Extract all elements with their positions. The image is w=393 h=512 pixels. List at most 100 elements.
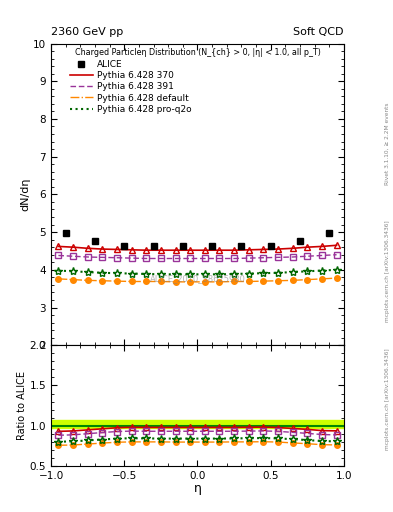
ALICE bbox=[93, 238, 97, 244]
Pythia 6.428 pro-q2o bbox=[158, 271, 163, 278]
Pythia 6.428 370 bbox=[85, 245, 90, 251]
Pythia 6.428 370 bbox=[290, 245, 295, 251]
Line: ALICE: ALICE bbox=[62, 230, 333, 250]
Pythia 6.428 default bbox=[202, 279, 207, 285]
Pythia 6.428 370 bbox=[56, 243, 61, 249]
Pythia 6.428 370 bbox=[71, 244, 75, 250]
Bar bbox=[51, 420, 344, 428]
Pythia 6.428 370 bbox=[173, 247, 178, 253]
Pythia 6.428 default bbox=[188, 279, 193, 285]
Pythia 6.428 pro-q2o bbox=[334, 267, 339, 273]
Line: Pythia 6.428 pro-q2o: Pythia 6.428 pro-q2o bbox=[59, 270, 336, 274]
Pythia 6.428 pro-q2o bbox=[202, 271, 207, 278]
Pythia 6.428 default bbox=[85, 278, 90, 284]
Pythia 6.428 370 bbox=[320, 243, 324, 249]
X-axis label: η: η bbox=[193, 482, 202, 495]
Pythia 6.428 370 bbox=[144, 247, 149, 253]
Pythia 6.428 391 bbox=[320, 252, 324, 259]
Pythia 6.428 391 bbox=[85, 254, 90, 260]
ALICE bbox=[327, 230, 332, 237]
Text: mcplots.cern.ch [arXiv:1306.3436]: mcplots.cern.ch [arXiv:1306.3436] bbox=[385, 349, 389, 450]
ALICE bbox=[122, 243, 127, 249]
ALICE bbox=[210, 243, 215, 249]
Pythia 6.428 391 bbox=[115, 254, 119, 261]
Pythia 6.428 default bbox=[173, 279, 178, 285]
Y-axis label: Ratio to ALICE: Ratio to ALICE bbox=[17, 371, 27, 440]
Pythia 6.428 pro-q2o bbox=[232, 271, 237, 277]
Pythia 6.428 pro-q2o bbox=[56, 267, 61, 273]
Text: Charged Particleη Distribution (N_{ch} > 0, |η| < 1.0, all p_T): Charged Particleη Distribution (N_{ch} >… bbox=[75, 48, 320, 57]
Pythia 6.428 391 bbox=[305, 253, 310, 259]
Pythia 6.428 391 bbox=[188, 255, 193, 262]
Pythia 6.428 391 bbox=[100, 254, 105, 261]
Pythia 6.428 default bbox=[56, 276, 61, 282]
Pythia 6.428 default bbox=[232, 279, 237, 285]
Line: Pythia 6.428 default: Pythia 6.428 default bbox=[59, 278, 336, 282]
Pythia 6.428 391 bbox=[56, 252, 61, 259]
Legend: ALICE, Pythia 6.428 370, Pythia 6.428 391, Pythia 6.428 default, Pythia 6.428 pr: ALICE, Pythia 6.428 370, Pythia 6.428 39… bbox=[67, 57, 195, 117]
Pythia 6.428 391 bbox=[261, 254, 266, 261]
Pythia 6.428 default bbox=[275, 278, 280, 284]
Pythia 6.428 pro-q2o bbox=[305, 268, 310, 274]
ALICE bbox=[151, 243, 156, 249]
Pythia 6.428 default bbox=[71, 276, 75, 283]
Pythia 6.428 370 bbox=[261, 246, 266, 252]
Pythia 6.428 pro-q2o bbox=[71, 268, 75, 274]
Pythia 6.428 pro-q2o bbox=[115, 270, 119, 276]
Pythia 6.428 370 bbox=[129, 247, 134, 253]
Pythia 6.428 default bbox=[305, 276, 310, 283]
Pythia 6.428 370 bbox=[275, 246, 280, 252]
Pythia 6.428 pro-q2o bbox=[85, 269, 90, 275]
Line: Pythia 6.428 391: Pythia 6.428 391 bbox=[59, 254, 336, 259]
Pythia 6.428 391 bbox=[158, 255, 163, 262]
Pythia 6.428 391 bbox=[129, 255, 134, 261]
Pythia 6.428 default bbox=[320, 276, 324, 282]
Text: 2360 GeV pp: 2360 GeV pp bbox=[51, 27, 123, 37]
Text: Rivet 3.1.10, ≥ 2.2M events: Rivet 3.1.10, ≥ 2.2M events bbox=[385, 102, 389, 185]
Pythia 6.428 391 bbox=[246, 255, 251, 261]
Pythia 6.428 default bbox=[217, 279, 222, 285]
Pythia 6.428 pro-q2o bbox=[100, 270, 105, 276]
Pythia 6.428 370 bbox=[305, 244, 310, 250]
Pythia 6.428 pro-q2o bbox=[144, 271, 149, 277]
Pythia 6.428 370 bbox=[202, 247, 207, 253]
Pythia 6.428 pro-q2o bbox=[290, 269, 295, 275]
Pythia 6.428 370 bbox=[217, 247, 222, 253]
Pythia 6.428 default bbox=[100, 278, 105, 284]
ALICE bbox=[298, 238, 302, 244]
Pythia 6.428 370 bbox=[246, 247, 251, 253]
Pythia 6.428 default bbox=[129, 279, 134, 285]
Text: ALICE_2010_S8625980: ALICE_2010_S8625980 bbox=[150, 274, 245, 283]
Pythia 6.428 391 bbox=[232, 255, 237, 262]
Pythia 6.428 391 bbox=[144, 255, 149, 262]
Pythia 6.428 default bbox=[158, 279, 163, 285]
Pythia 6.428 pro-q2o bbox=[129, 270, 134, 276]
Line: Pythia 6.428 370: Pythia 6.428 370 bbox=[59, 245, 336, 250]
Pythia 6.428 391 bbox=[173, 255, 178, 262]
Text: Soft QCD: Soft QCD bbox=[294, 27, 344, 37]
Text: mcplots.cern.ch [arXiv:1306.3436]: mcplots.cern.ch [arXiv:1306.3436] bbox=[385, 221, 389, 322]
Pythia 6.428 default bbox=[261, 278, 266, 284]
Pythia 6.428 370 bbox=[158, 247, 163, 253]
ALICE bbox=[180, 243, 185, 249]
Pythia 6.428 pro-q2o bbox=[320, 267, 324, 273]
Pythia 6.428 391 bbox=[334, 251, 339, 258]
Pythia 6.428 391 bbox=[217, 255, 222, 262]
ALICE bbox=[268, 243, 273, 249]
Pythia 6.428 pro-q2o bbox=[217, 271, 222, 278]
Pythia 6.428 391 bbox=[71, 253, 75, 259]
ALICE bbox=[63, 230, 68, 237]
Pythia 6.428 370 bbox=[334, 242, 339, 248]
Pythia 6.428 pro-q2o bbox=[275, 270, 280, 276]
Pythia 6.428 pro-q2o bbox=[261, 270, 266, 276]
Pythia 6.428 default bbox=[144, 279, 149, 285]
Pythia 6.428 370 bbox=[232, 247, 237, 253]
Pythia 6.428 default bbox=[115, 278, 119, 284]
Pythia 6.428 default bbox=[246, 279, 251, 285]
Pythia 6.428 pro-q2o bbox=[173, 271, 178, 278]
Pythia 6.428 pro-q2o bbox=[246, 270, 251, 276]
Pythia 6.428 370 bbox=[188, 247, 193, 253]
Pythia 6.428 391 bbox=[202, 255, 207, 262]
Pythia 6.428 pro-q2o bbox=[188, 271, 193, 278]
Pythia 6.428 370 bbox=[115, 246, 119, 252]
